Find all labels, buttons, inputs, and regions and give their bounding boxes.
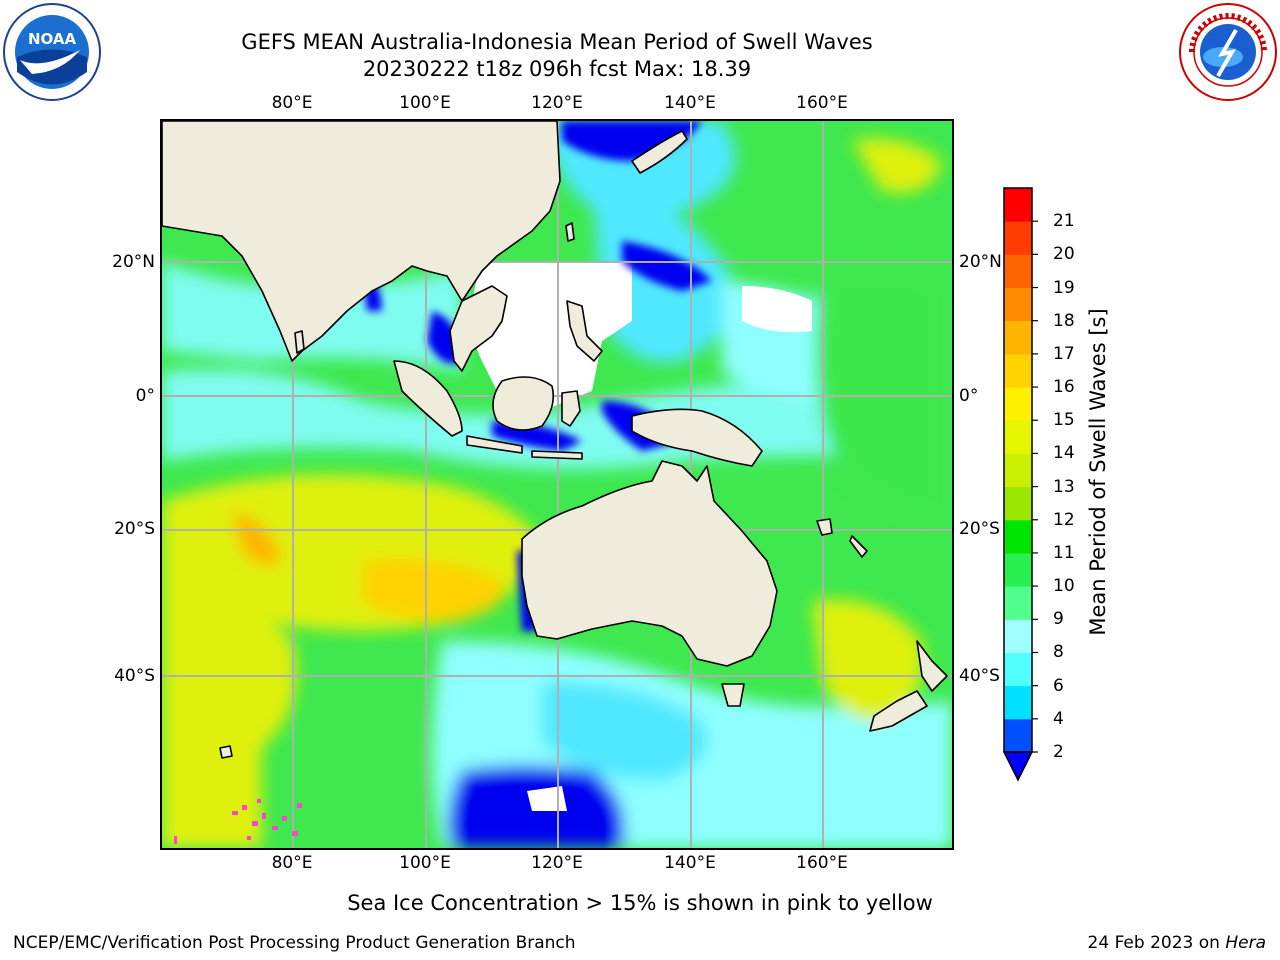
colorbar-bin [1004,287,1032,322]
landmass-island [219,745,233,759]
landmass-japan [631,130,688,174]
colorbar-tick-label: 20 [1053,244,1075,265]
colorbar-bin [1004,353,1032,388]
colorbar-bin [1004,320,1032,355]
landmass-tasmania [721,683,745,707]
lat-tick-right: 20°N [959,252,1002,272]
colorbar-label: Mean Period of Swell Waves [s] [1086,308,1110,636]
colorbar-tick-label: 8 [1053,642,1064,663]
noaa-logo: NOAA [3,3,101,101]
map-subtitle: 20230222 t18z 096h fcst Max: 18.39 [362,57,752,81]
no-data-region [742,286,812,333]
credit-text: NCEP/EMC/Verification Post Processing Pr… [13,933,576,953]
swell-period-field [162,121,952,848]
nws-logo [1179,3,1277,101]
lat-tick-left: 20°N [112,252,155,272]
colorbar-bin [1004,188,1032,222]
lon-tick-top: 80°E [271,93,313,113]
colorbar-tick-label: 2 [1053,742,1064,762]
landmass-australia [521,460,778,667]
lon-tick-bottom: 140°E [664,853,716,873]
landmass-indochina [449,285,508,372]
lon-tick-top: 140°E [664,93,716,113]
lon-tick-bottom: 80°E [271,853,313,873]
map-panel [160,119,954,850]
colorbar-bin [1004,221,1032,255]
landmass-island [816,518,833,536]
colorbar-tick-label: 15 [1053,410,1075,431]
date-text: 24 Feb 2023 on Hera [1088,933,1266,953]
colorbar-tick-label: 6 [1053,675,1064,696]
colorbar-bin [1004,486,1032,521]
noaa-logo-text: NOAA [28,30,77,48]
lon-tick-top: 100°E [399,93,451,113]
sea-ice-footnote: Sea Ice Concentration > 15% is shown in … [347,891,933,915]
landmass-island [849,535,868,558]
landmass-newzealand-north [916,640,948,692]
colorbar-bin [1004,685,1032,720]
lat-tick-left: 40°S [114,666,155,686]
colorbar-bin [1004,453,1032,488]
landmass-asia [162,121,561,362]
colorbar-tick-label: 19 [1053,277,1075,298]
landmass-newguinea [631,408,763,467]
colorbar-tick-label: 11 [1053,542,1075,563]
sea-ice-region [174,799,302,844]
landmass-srilanka [294,330,305,354]
colorbar-label-wrap: Mean Period of Swell Waves [s] [1080,190,1116,754]
colorbar-tick-label: 16 [1053,377,1075,398]
colorbar-bin [1004,619,1032,653]
colorbar-tick-label: 12 [1053,509,1075,530]
colorbar-tick-label: 9 [1053,609,1064,630]
landmass-sumatra [393,360,463,437]
colorbar-bin [1004,718,1032,753]
colorbar-tick-label: 13 [1053,476,1075,497]
date-prefix: 24 Feb 2023 on [1087,933,1226,953]
land-masses [162,121,948,759]
lat-tick-right: 20°S [959,519,1000,539]
landmass-lesser-sunda [531,450,583,460]
lon-tick-bottom: 100°E [399,853,451,873]
landmass-java [466,435,523,454]
colorbar-frame [1003,187,1033,753]
lon-tick-top: 120°E [531,93,583,113]
colorbar-tick-label: 4 [1053,708,1064,729]
colorbar-bin [1004,420,1032,454]
colorbar-extend-arrow [1002,751,1034,782]
lat-tick-right: 0° [959,386,979,406]
colorbar-bin [1004,552,1032,587]
colorbar-tick-label: 10 [1053,576,1075,597]
colorbar-bin [1004,387,1032,421]
lat-tick-left: 0° [135,386,155,406]
colorbar-tick-label: 21 [1053,211,1075,232]
lat-tick-right: 40°S [959,666,1000,686]
colorbar-bin [1004,519,1032,554]
no-data-region [472,261,632,411]
landmass-newzealand-south [869,690,928,732]
colorbar-bin [1004,586,1032,620]
colorbar-tick-label: 17 [1053,343,1075,364]
map-title: GEFS MEAN Australia-Indonesia Mean Perio… [241,30,873,54]
colorbar-tick-label: 18 [1053,310,1075,331]
lat-tick-left: 20°S [114,519,155,539]
landmass-philippines [566,300,603,362]
colorbar-bin [1004,254,1032,289]
lon-tick-bottom: 160°E [796,853,848,873]
colorbar-tick-label: 14 [1053,443,1075,464]
lon-tick-top: 160°E [796,93,848,113]
landmass-sulawesi [561,390,581,427]
colorbar [1002,187,1038,782]
landmass-borneo [492,376,555,431]
colorbar-bin [1004,652,1032,687]
lon-tick-bottom: 120°E [531,853,583,873]
host-name: Hera [1225,933,1266,953]
landmass-taiwan [565,222,575,242]
